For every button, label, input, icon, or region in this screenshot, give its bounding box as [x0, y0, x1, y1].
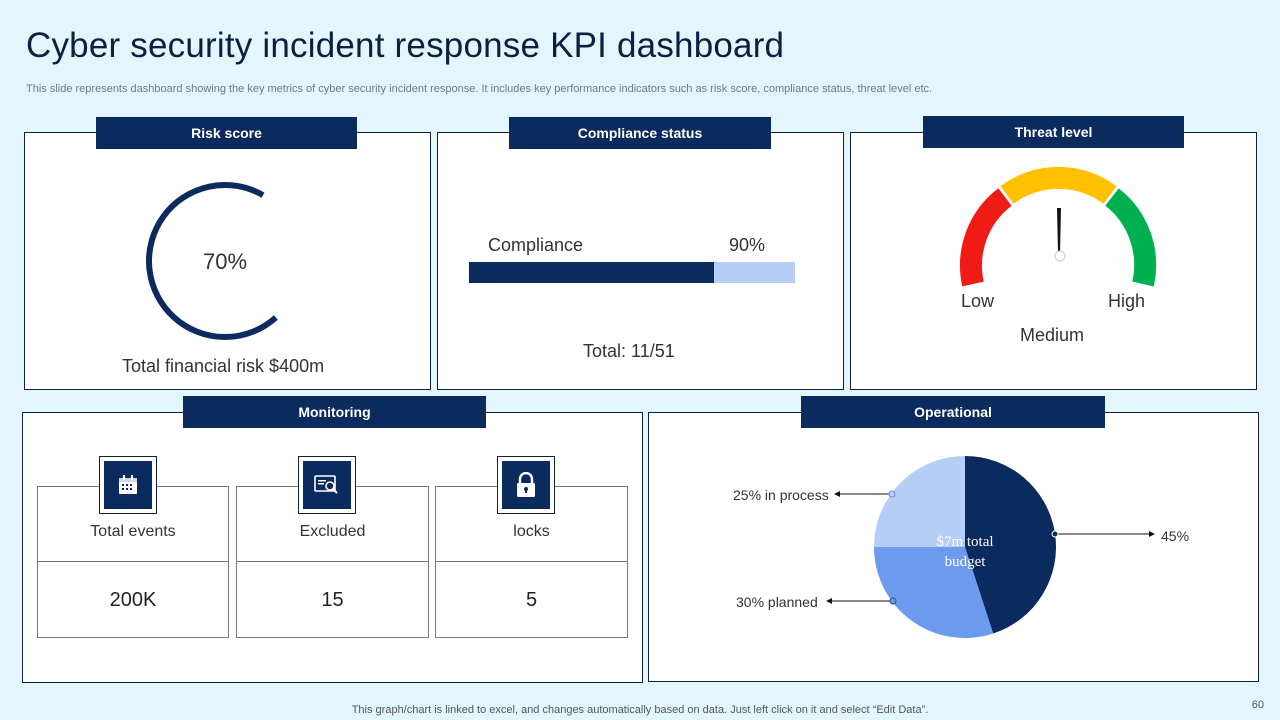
pie-center-label-line2: budget	[945, 554, 987, 570]
risk-score-header: Risk score	[96, 117, 357, 149]
calendar-icon	[119, 475, 137, 494]
monitoring-locks-label: locks	[436, 487, 627, 562]
lock-icon	[517, 472, 535, 497]
marker-in-process	[888, 490, 896, 498]
threat-gauge	[960, 166, 1157, 287]
arrowhead-other	[1149, 531, 1155, 537]
monitoring-excluded-label: Excluded	[237, 487, 428, 562]
pie-slice-in-process	[874, 456, 965, 547]
compliance-header: Compliance status	[509, 117, 771, 149]
compliance-bar-fill	[469, 262, 714, 283]
document-search-icon	[314, 475, 338, 494]
monitoring-locks-value: 5	[525, 589, 538, 611]
page-subtitle: This slide represents dashboard showing …	[26, 83, 933, 95]
monitoring-header: Monitoring	[183, 396, 486, 428]
pie-label-in-process: 25% in process	[733, 487, 829, 503]
risk-score-caption: Total financial risk $400m	[122, 356, 325, 376]
threat-level-header: Threat level	[923, 116, 1184, 148]
lock-icon-box	[497, 456, 555, 514]
footer-note: This graph/chart is linked to excel, and…	[351, 704, 929, 716]
monitoring-total-events-label: Total events	[38, 487, 228, 562]
pie-label-planned: 30% planned	[736, 594, 818, 610]
calendar-icon-box	[99, 456, 157, 514]
arrowhead-planned	[826, 598, 832, 604]
gauge-medium-segment	[1000, 166, 1117, 205]
marker-other	[1051, 530, 1059, 538]
marker-planned	[889, 597, 897, 605]
compliance-bar	[469, 262, 795, 283]
pie-center-label-line1: $7m total	[936, 534, 993, 550]
gauge-pivot	[1054, 250, 1066, 262]
gauge-low-segment	[960, 188, 1012, 287]
compliance-label: Compliance	[488, 235, 584, 255]
risk-score-percent: 70%	[203, 249, 248, 274]
operational-header: Operational	[801, 396, 1105, 428]
threat-low-label: Low	[961, 291, 995, 311]
pie-slice-other	[965, 456, 1057, 634]
risk-score-panel	[24, 132, 431, 390]
page-title: Cyber security incident response KPI das…	[26, 26, 785, 65]
threat-medium-label: Medium	[1020, 325, 1085, 345]
risk-score-ring	[146, 182, 278, 340]
gauge-needle	[1057, 208, 1061, 252]
arrowhead-in-process	[834, 491, 840, 497]
monitoring-total-events-value: 200K	[109, 589, 157, 611]
operational-pie-chart: $7m total budget	[826, 456, 1155, 638]
gauge-high-segment	[1104, 188, 1157, 287]
compliance-panel	[437, 132, 844, 390]
monitoring-excluded-value: 15	[321, 589, 344, 611]
compliance-percent: 90%	[729, 235, 766, 255]
page-number: 60	[1251, 699, 1264, 711]
compliance-total: Total: 11/51	[583, 341, 675, 361]
threat-high-label: High	[1108, 291, 1146, 311]
pie-label-other: 45%	[1161, 528, 1190, 544]
document-search-icon-box	[298, 456, 356, 514]
pie-slice-planned	[874, 547, 994, 638]
risk-score-arc	[146, 182, 278, 340]
